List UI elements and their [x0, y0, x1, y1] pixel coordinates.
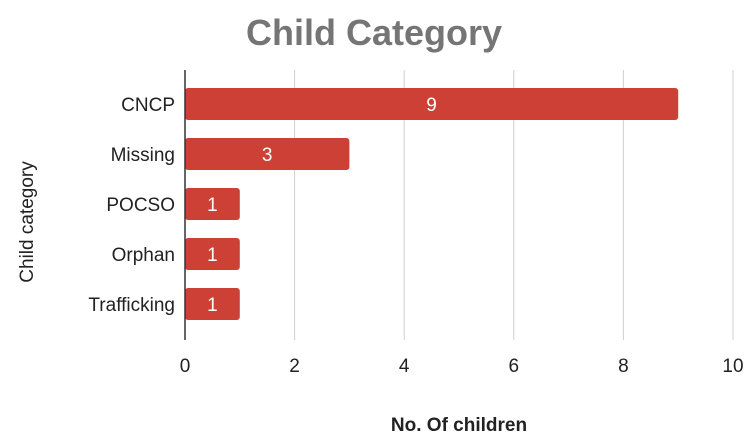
y-axis-title: Child category: [17, 161, 38, 283]
bar-missing: [185, 138, 350, 170]
x-tick-label: 10: [722, 356, 743, 377]
category-label-cncp: CNCP: [121, 95, 175, 116]
data-label-orphan: 1: [207, 245, 218, 266]
category-label-pocso: POCSO: [106, 195, 175, 216]
bar-cncp: [185, 88, 679, 120]
bar-orphan: [185, 238, 240, 270]
x-tick-label: 4: [399, 356, 410, 377]
category-tick-labels: CNCP Missing POCSO Orphan Trafficking: [88, 95, 175, 316]
data-label-cncp: 9: [426, 95, 437, 116]
category-label-orphan: Orphan: [112, 245, 175, 266]
data-label-pocso: 1: [207, 195, 218, 216]
data-label-trafficking: 1: [207, 295, 218, 316]
data-label-missing: 3: [262, 145, 273, 166]
bar-pocso: [185, 188, 240, 220]
category-label-trafficking: Trafficking: [88, 295, 175, 316]
category-label-missing: Missing: [111, 145, 175, 166]
bar-data-labels: 9 3 1 1 1: [207, 95, 437, 316]
x-tick-label: 0: [180, 356, 191, 377]
x-tick-label: 6: [509, 356, 520, 377]
x-tick-labels: 0 2 4 6 8 10: [180, 356, 744, 377]
x-axis-title: No. Of children: [391, 415, 527, 436]
chart-title: Child Category: [246, 12, 502, 53]
bars: [185, 88, 679, 320]
bar-trafficking: [185, 288, 240, 320]
x-tick-label: 2: [289, 356, 300, 377]
x-tick-label: 8: [618, 356, 629, 377]
